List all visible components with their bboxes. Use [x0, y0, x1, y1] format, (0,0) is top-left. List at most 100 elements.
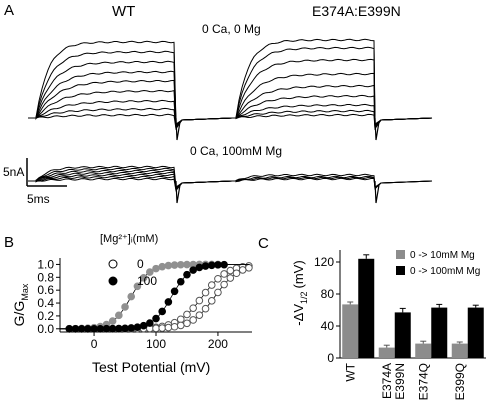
- gv-data-point: [108, 317, 117, 325]
- tail-current-trace: [374, 117, 380, 141]
- gv-data-point: [189, 304, 197, 312]
- bar-category-label: E399N: [393, 363, 407, 400]
- bar: [358, 258, 375, 358]
- current-trace: [28, 99, 233, 129]
- bar-legend-label: 0 -> 10mM Mg: [410, 250, 475, 261]
- gv-y-tick-label: 0.6: [37, 283, 54, 297]
- current-trace: [228, 103, 433, 129]
- current-trace: [28, 113, 233, 131]
- gv-data-point: [121, 324, 129, 333]
- gv-data-point: [201, 288, 210, 297]
- gv-data-point: [226, 266, 235, 275]
- gv-data-point: [176, 277, 185, 286]
- gv-data-point: [164, 323, 173, 332]
- gv-data-point: [152, 314, 160, 323]
- current-trace: [28, 79, 233, 128]
- current-trace: [228, 58, 433, 127]
- bar-legend-swatch: [396, 250, 405, 259]
- gv-y-tick-label: 0.2: [37, 309, 54, 323]
- gv-data-point: [115, 311, 123, 320]
- current-trace: [28, 171, 233, 190]
- current-trace: [228, 46, 433, 126]
- current-trace: [28, 177, 233, 192]
- condition-bottom-label: 0 Ca, 100mM Mg: [190, 144, 282, 158]
- gv-data-point: [84, 324, 92, 333]
- current-trace: [228, 84, 433, 128]
- bar-category-label: E374A: [380, 363, 394, 399]
- gv-data-point: [65, 324, 74, 333]
- condition-top-label: 0 Ca, 0 Mg: [202, 22, 261, 36]
- current-trace: [28, 60, 233, 127]
- gv-data-point: [170, 261, 179, 269]
- gv-data-point: [214, 261, 222, 269]
- bar-y-tick-label: 80: [321, 287, 335, 301]
- gv-data-point: [139, 321, 148, 330]
- gv-data-point: [183, 260, 191, 269]
- gv-legend-label: 100: [137, 274, 157, 288]
- current-trace: [228, 94, 433, 129]
- gv-legend-marker: [108, 259, 118, 269]
- gv-data-point: [71, 324, 80, 333]
- gv-data-point: [176, 260, 185, 269]
- current-trace: [28, 165, 233, 188]
- panel-a: A WT E374A:E399N 0 Ca, 0 Mg 0 Ca, 100mM …: [3, 2, 433, 206]
- gv-data-point: [176, 321, 185, 330]
- tail-current-trace: [374, 180, 380, 204]
- tail-current-trace: [175, 117, 181, 141]
- gv-data-point: [245, 264, 253, 272]
- current-trace: [28, 167, 233, 189]
- panel-b: B 0.00.20.40.60.81.0 0 100 200 0 100 Test Pot…: [4, 233, 253, 375]
- bar: [451, 343, 468, 358]
- wt-label: WT: [112, 3, 135, 20]
- gv-legend-title: [Mg²⁺]ᵢ(mM): [100, 233, 158, 245]
- gv-y-axis-label: G/GMax: [11, 283, 30, 326]
- gv-data-point: [207, 297, 216, 305]
- bar: [378, 347, 395, 358]
- gv-data-point: [170, 322, 179, 331]
- gv-data-point: [183, 310, 191, 319]
- gv-data-point: [133, 282, 142, 291]
- gv-plot: 0.00.20.40.60.81.0 0 100 200 0 100: [37, 257, 253, 351]
- current-trace: [228, 113, 433, 131]
- gv-data-point: [121, 303, 129, 311]
- gv-data-point: [164, 261, 173, 270]
- gv-y-tick-label: 1.0: [37, 257, 54, 271]
- gv-data-point: [152, 264, 160, 273]
- gv-data-point: [90, 324, 98, 333]
- gv-y-tick-label: 0.0: [37, 322, 54, 336]
- gv-legend-label: 0: [137, 257, 144, 271]
- gv-data-point: [195, 311, 204, 319]
- gv-data-point: [183, 270, 191, 279]
- gv-data-point: [108, 324, 117, 333]
- gv-data-point: [183, 319, 191, 328]
- gv-x-tick-label: 0: [91, 337, 98, 351]
- gv-data-point: [207, 261, 216, 270]
- gv-data-point: [207, 281, 216, 289]
- gv-data-point: [77, 324, 86, 333]
- gv-data-point: [133, 323, 142, 331]
- gv-data-point: [195, 296, 204, 305]
- current-trace: [28, 107, 233, 130]
- current-trace: [228, 176, 433, 190]
- current-trace: [28, 169, 233, 190]
- gv-data-point: [189, 266, 197, 274]
- gv-y-tick-label: 0.8: [37, 270, 54, 284]
- gv-data-point: [189, 316, 197, 324]
- current-traces: [28, 38, 433, 204]
- scale-bar-time-label: 5ms: [27, 192, 50, 206]
- bar-legend-label: 0 -> 100mM Mg: [410, 266, 480, 277]
- gv-data-point: [238, 266, 247, 274]
- gv-x-axis-label: Test Potential (mV): [92, 359, 210, 375]
- gv-data-point: [127, 324, 136, 332]
- gv-data-point: [115, 324, 123, 333]
- bar: [415, 343, 432, 358]
- gv-data-point: [158, 307, 166, 316]
- gv-data-point: [220, 280, 228, 289]
- gv-data-point: [195, 263, 204, 272]
- gv-data-point: [220, 260, 228, 269]
- current-trace: [228, 38, 433, 125]
- bar: [394, 312, 411, 358]
- gv-data-point: [146, 319, 154, 327]
- bar-y-axis-label: -ΔV1/2(mV): [291, 260, 309, 325]
